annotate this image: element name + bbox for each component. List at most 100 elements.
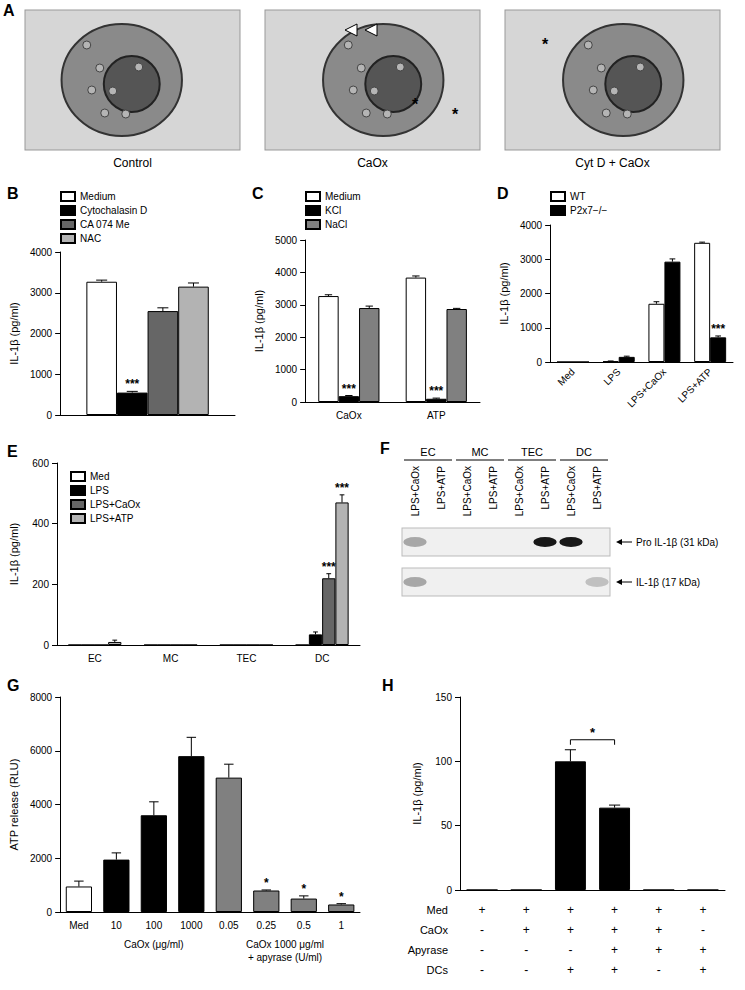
svg-text:1000: 1000	[275, 364, 298, 375]
svg-text:Pro IL-1β (31 kDa): Pro IL-1β (31 kDa)	[636, 537, 718, 548]
svg-text:LPS+CaOx: LPS+CaOx	[462, 466, 473, 516]
svg-text:LPS+ATP: LPS+ATP	[592, 466, 603, 510]
svg-text:IL-1β (pg/ml): IL-1β (pg/ml)	[411, 762, 423, 825]
svg-text:LPS+ATP: LPS+ATP	[436, 466, 447, 510]
svg-text:LPS: LPS	[90, 485, 109, 496]
svg-text:Medium: Medium	[325, 191, 361, 202]
svg-text:LPS+CaOx: LPS+CaOx	[514, 466, 525, 516]
svg-text:4000: 4000	[30, 247, 53, 258]
svg-text:150: 150	[435, 692, 452, 703]
svg-text:400: 400	[32, 518, 49, 529]
svg-text:IL-1β (pg/ml): IL-1β (pg/ml)	[498, 262, 510, 325]
svg-text:0: 0	[43, 640, 49, 651]
svg-text:Apyrase: Apyrase	[408, 944, 448, 956]
svg-text:CaOx: CaOx	[357, 156, 388, 170]
svg-text:+: +	[655, 903, 662, 917]
svg-text:4000: 4000	[30, 799, 53, 810]
svg-text:+ apyrase (U/ml): + apyrase (U/ml)	[248, 952, 322, 963]
svg-text:IL-1β (pg/ml): IL-1β (pg/ml)	[253, 290, 265, 353]
svg-text:0: 0	[47, 410, 53, 421]
svg-text:*: *	[264, 876, 269, 890]
svg-text:8000: 8000	[30, 692, 53, 703]
svg-text:Med: Med	[69, 920, 88, 931]
svg-text:Cytochalasin D: Cytochalasin D	[80, 205, 147, 216]
svg-text:LPS+ATP: LPS+ATP	[488, 466, 499, 510]
svg-text:+: +	[611, 943, 618, 957]
svg-text:*: *	[452, 106, 459, 123]
svg-text:IL-1β (17 kDa): IL-1β (17 kDa)	[636, 577, 700, 588]
svg-text:+: +	[523, 923, 530, 937]
svg-text:LPS+CaOx: LPS+CaOx	[90, 499, 140, 510]
svg-text:0: 0	[537, 357, 543, 368]
svg-text:LPS+ATP: LPS+ATP	[676, 366, 715, 405]
svg-text:+: +	[567, 963, 574, 977]
svg-text:2000: 2000	[275, 332, 298, 343]
svg-text:MC: MC	[163, 653, 179, 664]
svg-text:***: ***	[335, 481, 349, 495]
svg-text:1000: 1000	[520, 322, 543, 333]
svg-text:IL-1β (pg/ml): IL-1β (pg/ml)	[8, 523, 20, 586]
svg-text:***: ***	[125, 377, 139, 391]
svg-text:200: 200	[32, 579, 49, 590]
svg-text:+: +	[479, 903, 486, 917]
svg-text:*: *	[542, 36, 549, 53]
svg-text:-: -	[524, 943, 528, 957]
svg-text:***: ***	[711, 322, 725, 336]
svg-text:+: +	[655, 943, 662, 957]
svg-text:TEC: TEC	[521, 446, 543, 458]
svg-text:DCs: DCs	[427, 964, 449, 976]
svg-text:LPS+ATP: LPS+ATP	[90, 513, 134, 524]
svg-text:CaOx: CaOx	[420, 924, 449, 936]
svg-text:DC: DC	[315, 653, 329, 664]
svg-text:-: -	[701, 923, 705, 937]
svg-text:-: -	[480, 923, 484, 937]
svg-text:+: +	[567, 923, 574, 937]
svg-text:600: 600	[32, 458, 49, 469]
svg-text:EC: EC	[420, 446, 435, 458]
svg-text:+: +	[611, 923, 618, 937]
svg-text:CaOx (μg/ml): CaOx (μg/ml)	[124, 939, 184, 950]
svg-text:0: 0	[47, 907, 53, 918]
svg-text:Control: Control	[113, 156, 152, 170]
svg-text:Cyt D + CaOx: Cyt D + CaOx	[575, 156, 649, 170]
svg-text:2000: 2000	[30, 328, 53, 339]
svg-text:6000: 6000	[30, 745, 53, 756]
svg-text:5000: 5000	[275, 235, 298, 246]
svg-text:LPS: LPS	[601, 366, 622, 387]
svg-text:B: B	[7, 185, 19, 202]
svg-text:50: 50	[441, 820, 453, 831]
svg-text:-: -	[568, 943, 572, 957]
svg-text:F: F	[380, 440, 390, 457]
svg-text:+: +	[567, 903, 574, 917]
svg-text:-: -	[480, 943, 484, 957]
svg-text:3000: 3000	[520, 254, 543, 265]
svg-text:10: 10	[111, 920, 123, 931]
svg-text:CA 074 Me: CA 074 Me	[80, 219, 130, 230]
svg-text:E: E	[7, 443, 18, 460]
svg-text:0: 0	[292, 397, 298, 408]
svg-text:WT: WT	[570, 191, 586, 202]
svg-text:0.25: 0.25	[257, 920, 277, 931]
svg-text:Med: Med	[555, 366, 577, 388]
svg-text:ATP: ATP	[427, 410, 446, 421]
svg-text:***: ***	[342, 382, 356, 396]
svg-text:LPS+ATP: LPS+ATP	[540, 466, 551, 510]
svg-text:100: 100	[146, 920, 163, 931]
svg-text:D: D	[497, 185, 509, 202]
svg-text:Med: Med	[90, 471, 109, 482]
svg-text:Medium: Medium	[80, 191, 116, 202]
svg-text:4000: 4000	[520, 220, 543, 231]
svg-text:CaOx: CaOx	[336, 410, 362, 421]
svg-text:NaCl: NaCl	[325, 219, 347, 230]
svg-text:0.05: 0.05	[219, 920, 239, 931]
svg-text:3000: 3000	[30, 287, 53, 298]
svg-text:IL-1β (pg/ml): IL-1β (pg/ml)	[8, 302, 20, 365]
svg-text:1000: 1000	[30, 369, 53, 380]
svg-text:Med: Med	[427, 904, 448, 916]
svg-text:DC: DC	[576, 446, 592, 458]
svg-text:+: +	[611, 903, 618, 917]
svg-text:4000: 4000	[275, 267, 298, 278]
svg-text:A: A	[3, 2, 15, 19]
svg-text:LPS+CaOx: LPS+CaOx	[625, 366, 668, 409]
svg-text:H: H	[382, 677, 394, 694]
